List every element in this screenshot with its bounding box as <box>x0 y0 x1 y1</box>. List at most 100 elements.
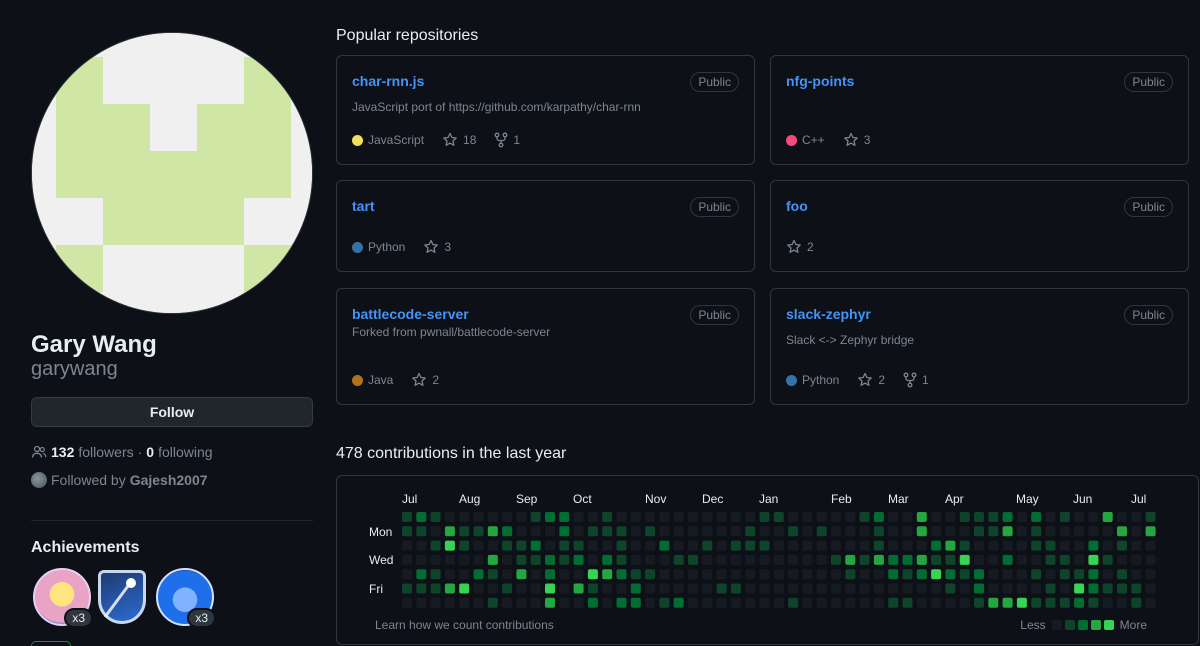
contribution-day-cell[interactable] <box>902 540 913 551</box>
contribution-day-cell[interactable] <box>1074 554 1085 565</box>
repo-fork-source[interactable]: Forked from pwnall/battlecode-server <box>352 325 551 339</box>
contribution-day-cell[interactable] <box>745 512 756 522</box>
contribution-day-cell[interactable] <box>888 554 899 565</box>
contribution-day-cell[interactable] <box>759 583 770 594</box>
contribution-day-cell[interactable] <box>1016 597 1027 608</box>
contribution-day-cell[interactable] <box>473 569 484 580</box>
contribution-day-cell[interactable] <box>873 554 884 565</box>
contribution-day-cell[interactable] <box>630 540 641 551</box>
contribution-day-cell[interactable] <box>1074 540 1085 551</box>
contribution-day-cell[interactable] <box>516 526 527 537</box>
contribution-day-cell[interactable] <box>659 526 670 537</box>
contribution-day-cell[interactable] <box>945 597 956 608</box>
contribution-day-cell[interactable] <box>659 583 670 594</box>
contribution-day-cell[interactable] <box>673 526 684 537</box>
contribution-day-cell[interactable] <box>702 540 713 551</box>
contribution-day-cell[interactable] <box>645 569 656 580</box>
contribution-day-cell[interactable] <box>745 597 756 608</box>
contribution-day-cell[interactable] <box>1074 569 1085 580</box>
contribution-day-cell[interactable] <box>974 512 984 522</box>
repo-stars-link[interactable]: 3 <box>843 132 870 148</box>
contribution-day-cell[interactable] <box>974 526 984 537</box>
contribution-day-cell[interactable] <box>716 583 727 594</box>
contribution-day-cell[interactable] <box>616 526 627 537</box>
contribution-day-cell[interactable] <box>502 512 513 522</box>
contribution-day-cell[interactable] <box>945 569 956 580</box>
contribution-day-cell[interactable] <box>988 554 999 565</box>
contribution-day-cell[interactable] <box>702 569 713 580</box>
contribution-day-cell[interactable] <box>1088 540 1099 551</box>
contribution-day-cell[interactable] <box>888 526 899 537</box>
repo-stars-link[interactable]: 2 <box>857 372 885 388</box>
contribution-day-cell[interactable] <box>745 526 756 537</box>
contribution-day-cell[interactable] <box>945 554 956 565</box>
repo-stars-link[interactable]: 2 <box>411 372 439 388</box>
contribution-day-cell[interactable] <box>916 554 927 565</box>
contribution-day-cell[interactable] <box>959 540 970 551</box>
contribution-day-cell[interactable] <box>988 597 999 608</box>
contribution-day-cell[interactable] <box>530 540 541 551</box>
contribution-day-cell[interactable] <box>602 597 613 608</box>
contribution-day-cell[interactable] <box>573 554 584 565</box>
contribution-day-cell[interactable] <box>845 512 856 522</box>
contribution-day-cell[interactable] <box>773 554 784 565</box>
arctic-code-vault-badge-icon[interactable] <box>98 570 146 624</box>
contribution-day-cell[interactable] <box>1059 583 1070 594</box>
contribution-day-cell[interactable] <box>802 540 813 551</box>
contribution-day-cell[interactable] <box>459 512 470 522</box>
contribution-day-cell[interactable] <box>402 583 412 594</box>
contribution-day-cell[interactable] <box>416 597 427 608</box>
contribution-day-cell[interactable] <box>502 540 513 551</box>
contribution-day-cell[interactable] <box>1002 540 1013 551</box>
repo-stars-link[interactable]: 2 <box>786 239 814 255</box>
contribution-day-cell[interactable] <box>444 597 455 608</box>
contribution-day-cell[interactable] <box>831 569 841 580</box>
repo-forks-link[interactable]: 1 <box>494 132 520 148</box>
contribution-day-cell[interactable] <box>573 512 584 522</box>
contribution-day-cell[interactable] <box>759 512 770 522</box>
contribution-day-cell[interactable] <box>559 540 570 551</box>
contribution-day-cell[interactable] <box>430 554 441 565</box>
contribution-day-cell[interactable] <box>559 569 570 580</box>
contribution-day-cell[interactable] <box>702 554 713 565</box>
contribution-day-cell[interactable] <box>859 597 870 608</box>
contribution-day-cell[interactable] <box>916 597 927 608</box>
contribution-day-cell[interactable] <box>802 569 813 580</box>
contribution-day-cell[interactable] <box>702 597 713 608</box>
contribution-day-cell[interactable] <box>845 554 856 565</box>
contribution-day-cell[interactable] <box>988 512 999 522</box>
contribution-day-cell[interactable] <box>1074 526 1085 537</box>
contribution-day-cell[interactable] <box>816 540 827 551</box>
contribution-day-cell[interactable] <box>602 526 613 537</box>
contribution-day-cell[interactable] <box>1102 540 1113 551</box>
contribution-day-cell[interactable] <box>602 540 613 551</box>
contribution-day-cell[interactable] <box>473 512 484 522</box>
contribution-day-cell[interactable] <box>487 569 498 580</box>
contribution-day-cell[interactable] <box>444 554 455 565</box>
contribution-day-cell[interactable] <box>745 554 756 565</box>
contribution-day-cell[interactable] <box>916 512 927 522</box>
contribution-day-cell[interactable] <box>788 554 799 565</box>
contribution-day-cell[interactable] <box>845 569 856 580</box>
contribution-day-cell[interactable] <box>945 526 956 537</box>
contribution-day-cell[interactable] <box>773 583 784 594</box>
contribution-day-cell[interactable] <box>831 512 841 522</box>
contribution-day-cell[interactable] <box>502 569 513 580</box>
contribution-day-cell[interactable] <box>487 526 498 537</box>
contribution-day-cell[interactable] <box>1131 512 1142 522</box>
contribution-day-cell[interactable] <box>730 569 741 580</box>
contribution-day-cell[interactable] <box>816 526 827 537</box>
contribution-day-cell[interactable] <box>487 512 498 522</box>
contribution-day-cell[interactable] <box>1045 583 1056 594</box>
contribution-day-cell[interactable] <box>659 554 670 565</box>
contribution-day-cell[interactable] <box>430 512 441 522</box>
repo-name-link[interactable]: foo <box>786 198 808 214</box>
contribution-day-cell[interactable] <box>1088 554 1099 565</box>
contribution-day-cell[interactable] <box>502 554 513 565</box>
learn-contributions-link[interactable]: Learn how we count contributions <box>375 618 554 632</box>
contribution-day-cell[interactable] <box>931 526 942 537</box>
contribution-day-cell[interactable] <box>545 540 555 551</box>
contribution-day-cell[interactable] <box>444 526 455 537</box>
contribution-day-cell[interactable] <box>459 569 470 580</box>
contribution-day-cell[interactable] <box>773 540 784 551</box>
